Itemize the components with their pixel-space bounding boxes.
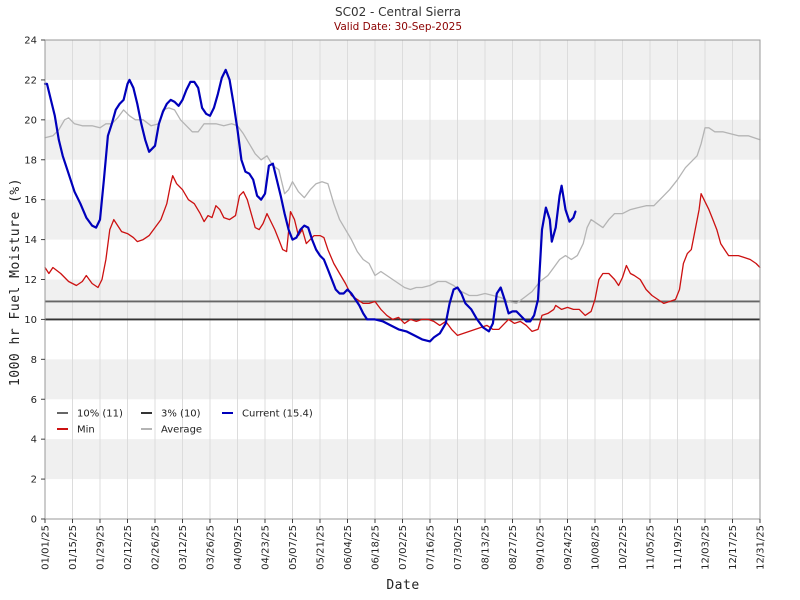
x-tick-label: 01/29/25 [96,525,107,570]
series-line-min [44,175,761,337]
x-tick-label: 08/13/25 [481,525,492,570]
x-tick-label: 12/31/25 [756,525,767,570]
y-tick-label: 22 [24,75,37,86]
x-tick-label: 09/24/25 [563,525,574,570]
x-tick-label: 12/03/25 [701,525,712,570]
x-tick-label: 01/01/25 [41,525,52,570]
x-axis-ticks: 01/01/25 01/15/25 01/29/25 02/12/25 02/26/25… [41,519,767,570]
legend-label: Average [161,425,202,436]
x-tick-label: 05/07/25 [288,525,299,570]
chart-title: SC02 - Central Sierra [335,5,461,19]
y-tick-label: 20 [24,115,37,126]
x-tick-label: 05/21/25 [316,525,327,570]
legend-label: 3% (10) [161,409,201,420]
series-line-current [43,68,577,343]
x-tick-label: 07/30/25 [453,525,464,570]
x-tick-label: 03/12/25 [178,525,189,570]
legend-label: Min [77,425,95,436]
y-tick-label: 16 [24,195,37,206]
y-tick-label: 10 [24,315,37,326]
x-tick-label: 06/04/25 [343,525,354,570]
x-tick-label: 04/09/25 [233,525,244,570]
y-tick-label: 4 [31,435,37,446]
x-tick-label: 07/02/25 [398,525,409,570]
x-tick-label: 04/23/25 [261,525,272,570]
x-tick-label: 02/12/25 [123,525,134,570]
x-tick-label: 11/19/25 [673,525,684,570]
chart-subtitle: Valid Date: 30-Sep-2025 [334,21,462,33]
x-tick-label: 02/26/25 [151,525,162,570]
x-tick-label: 10/22/25 [618,525,629,570]
y-tick-label: 18 [24,155,37,166]
series-lines [43,68,761,343]
y-tick-label: 2 [31,475,37,486]
y-tick-label: 14 [24,235,37,246]
y-tick-label: 12 [24,275,37,286]
x-axis-label: Date [386,578,419,593]
x-tick-label: 12/17/25 [728,525,739,570]
y-tick-label: 24 [24,36,37,47]
x-tick-label: 10/08/25 [591,525,602,570]
y-tick-label: 6 [31,395,37,406]
x-tick-label: 07/16/25 [426,525,437,570]
legend-label: Current (15.4) [242,409,313,420]
y-tick-label: 8 [31,355,37,366]
threshold-lines [45,300,760,321]
legend-label: 10% (11) [77,409,123,420]
legend: 10% (11) 3% (10) Current (15.4) Min Average [57,409,313,436]
x-tick-label: 01/15/25 [68,525,79,570]
y-axis-label: 1000 hr Fuel Moisture (%) [8,178,23,386]
x-tick-label: 11/05/25 [646,525,657,570]
y-tick-label: 0 [31,515,37,526]
x-tick-label: 09/10/25 [536,525,547,570]
x-tick-label: 03/26/25 [206,525,217,570]
x-tick-label: 08/27/25 [508,525,519,570]
x-tick-label: 06/18/25 [371,525,382,570]
